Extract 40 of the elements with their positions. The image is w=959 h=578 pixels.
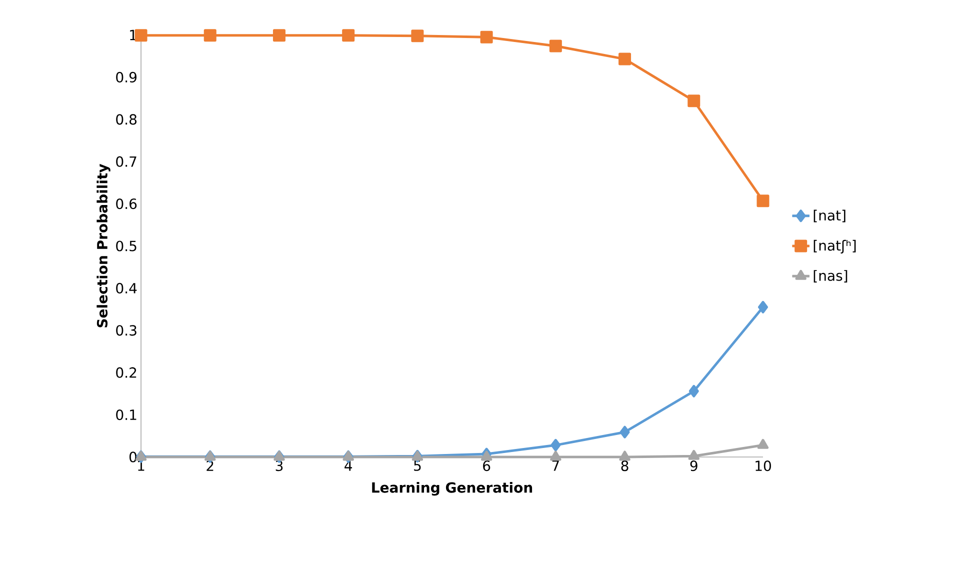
y-tick-label: 1 (130, 30, 136, 40)
point (549, 40, 562, 52)
y-tick-label: 0 (129, 452, 137, 462)
point (758, 300, 768, 314)
point (757, 438, 769, 449)
point (756, 194, 770, 208)
y-tick-label: 0.2 (116, 367, 136, 378)
point (480, 30, 493, 44)
y-tick-label: 0.4 (116, 282, 137, 294)
point (619, 450, 630, 461)
x-axis-title: Learning Generation (372, 482, 532, 496)
x-tick-label: 7 (552, 460, 559, 471)
y-tick-label: 0.5 (116, 240, 136, 252)
x-tick-label: 10 (756, 460, 771, 472)
x-tick-label: 6 (483, 460, 490, 472)
y-tick-label: 0.7 (116, 156, 136, 167)
x-tick-label: 9 (690, 460, 698, 472)
point (134, 29, 148, 42)
y-tick-label: 0.3 (116, 325, 136, 336)
point (620, 426, 630, 438)
point (688, 384, 699, 398)
legend-label: [nat] (814, 210, 846, 222)
x-tick-label: 8 (621, 460, 628, 472)
point (550, 438, 561, 452)
point (688, 94, 700, 108)
y-tick-label: 0.1 (116, 409, 136, 420)
y-axis-title: Selection Probability (96, 164, 110, 328)
y-tick-label: 0.8 (116, 114, 137, 125)
point (342, 29, 355, 42)
point (411, 30, 424, 42)
point (480, 450, 492, 461)
point (618, 52, 632, 66)
y-tick-label: 0.9 (116, 72, 136, 82)
legend-label: [nas] (814, 270, 848, 283)
point (204, 29, 216, 42)
point (272, 29, 286, 42)
y-tick-label: 0.6 (116, 198, 137, 210)
legend-label: [natʃʰ] (814, 240, 856, 254)
point (550, 450, 562, 461)
point (688, 450, 700, 460)
